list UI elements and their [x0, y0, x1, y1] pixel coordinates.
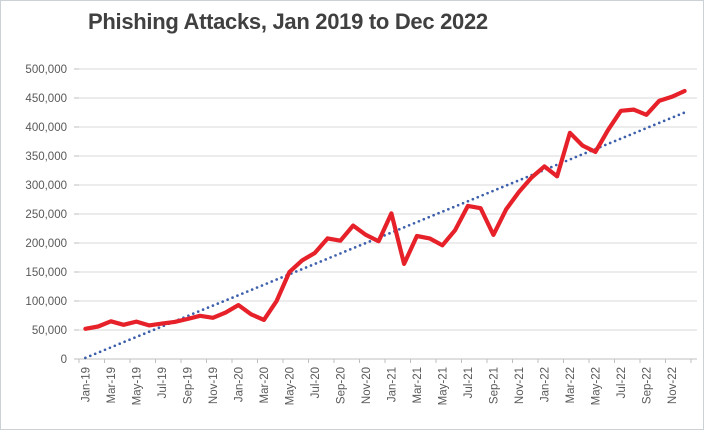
- x-axis-label: Jul-20: [310, 367, 322, 398]
- x-axis-label: Nov-19: [208, 367, 220, 404]
- x-axis-label: Nov-21: [514, 367, 526, 404]
- y-axis-label: 250,000: [25, 209, 67, 221]
- x-axis-label: Jan-20: [233, 367, 245, 402]
- x-axis-label: Sep-20: [335, 367, 347, 404]
- series-line-phishing-attacks: [83, 88, 687, 331]
- x-axis-label: Mar-19: [106, 367, 118, 403]
- x-axis-label: Sep-21: [488, 367, 500, 404]
- x-axis-label: Jan-22: [539, 367, 551, 402]
- y-axis-label: 150,000: [25, 267, 67, 279]
- x-axis-label: Jan-19: [80, 367, 92, 402]
- x-axis-label: Jul-19: [157, 367, 169, 398]
- y-axis-label: 400,000: [25, 122, 67, 134]
- chart-title: Phishing Attacks, Jan 2019 to Dec 2022: [88, 9, 488, 34]
- x-axis-label: Jan-21: [386, 367, 398, 402]
- x-axis-label: Mar-21: [412, 367, 424, 403]
- x-axis-label: Nov-20: [361, 367, 373, 404]
- y-axis-label: 0: [61, 354, 67, 366]
- x-axis-label: May-21: [437, 367, 449, 405]
- y-axis-label: 200,000: [25, 238, 67, 250]
- y-axis-label: 450,000: [25, 93, 67, 105]
- x-axis-label: May-22: [590, 367, 602, 405]
- y-axis-label: 350,000: [25, 151, 67, 163]
- y-axis-label: 500,000: [25, 64, 67, 76]
- x-axis-label: Sep-19: [182, 367, 194, 404]
- y-axis-label: 100,000: [25, 296, 67, 308]
- x-axis-label: Sep-22: [641, 367, 653, 404]
- x-axis-label: Nov-22: [667, 367, 679, 404]
- x-axis-label: Jul-22: [616, 367, 628, 398]
- y-axis-label: 300,000: [25, 180, 67, 192]
- x-axis-label: May-20: [284, 367, 296, 405]
- y-axis-label: 50,000: [32, 325, 67, 337]
- x-axis-label: Mar-22: [565, 367, 577, 403]
- x-axis-label: Jul-21: [463, 367, 475, 398]
- trendline-dotted: [84, 111, 686, 360]
- x-axis-label: May-19: [131, 367, 143, 405]
- x-axis-label: Mar-20: [259, 367, 271, 403]
